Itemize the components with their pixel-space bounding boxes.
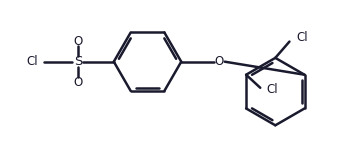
Text: O: O (73, 34, 83, 48)
Text: O: O (215, 55, 224, 68)
Text: Cl: Cl (296, 31, 308, 44)
Text: S: S (74, 55, 82, 68)
Text: Cl: Cl (267, 83, 278, 96)
Text: Cl: Cl (26, 55, 38, 68)
Text: O: O (73, 76, 83, 89)
